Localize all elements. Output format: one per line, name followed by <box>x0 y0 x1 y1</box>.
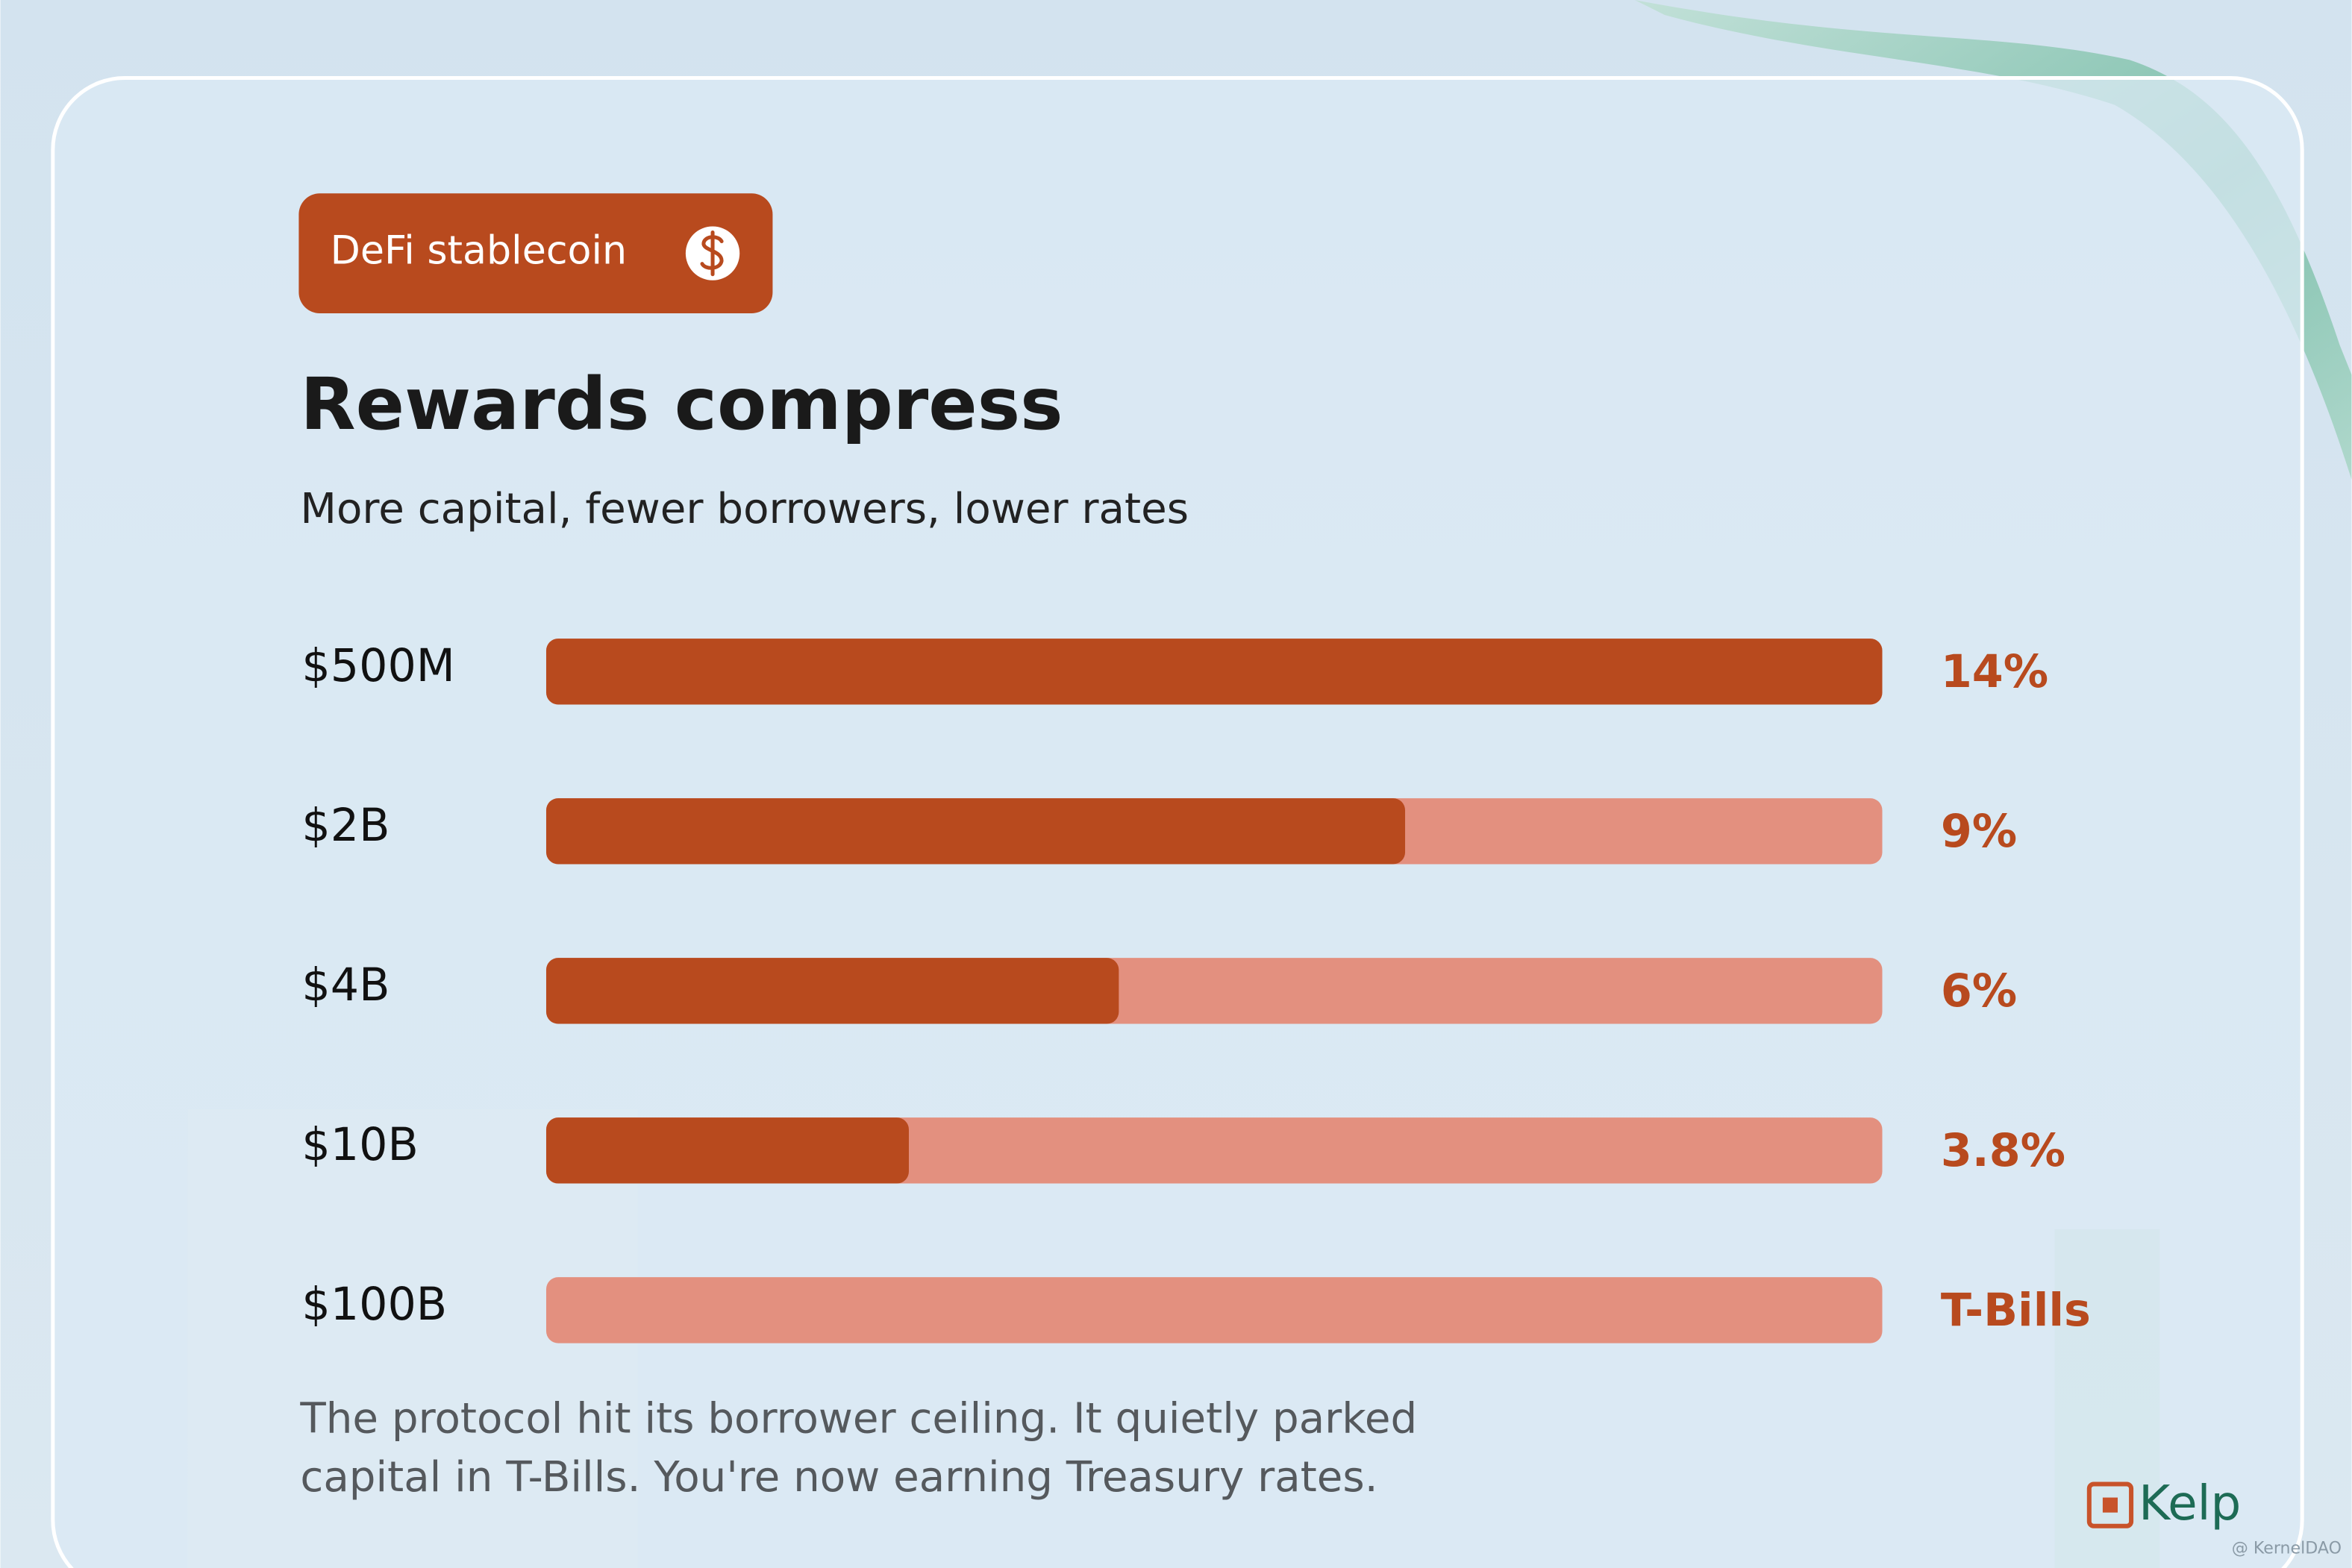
chart-subtitle: More capital, fewer borrowers, lower rat… <box>300 485 1189 533</box>
value-label: 9% <box>1941 806 2017 858</box>
bar <box>545 639 1883 705</box>
category-label: $500M <box>301 640 454 692</box>
value-label: 14% <box>1941 646 2048 698</box>
logo-icon-core <box>2102 1497 2118 1513</box>
category-label: $100B <box>301 1279 447 1331</box>
value-label: 6% <box>1941 965 2017 1017</box>
watermark: @ KernelDAO <box>2232 1538 2342 1558</box>
value-label: 3.8% <box>1941 1125 2065 1177</box>
category-label: $4B <box>301 959 390 1012</box>
badge-label: DeFi stablecoin <box>331 229 628 274</box>
note-line: capital in T-Bills. You're now earning T… <box>300 1453 1377 1502</box>
bar-track <box>545 1277 1883 1343</box>
bar <box>545 1117 909 1184</box>
category-label: $10B <box>301 1119 418 1171</box>
logo-icon <box>2086 1481 2134 1528</box>
category-label: $2B <box>301 800 390 852</box>
value-label: T-Bills <box>1941 1285 2091 1337</box>
chart-title: Rewards compress <box>300 362 1063 446</box>
logo: Kelp <box>2139 1476 2241 1531</box>
badge <box>298 193 773 313</box>
note-line: The protocol hit its borrower ceiling. I… <box>299 1395 1417 1443</box>
badge-icon-glyph <box>700 230 724 277</box>
bar <box>545 958 1119 1024</box>
bar <box>545 798 1406 865</box>
